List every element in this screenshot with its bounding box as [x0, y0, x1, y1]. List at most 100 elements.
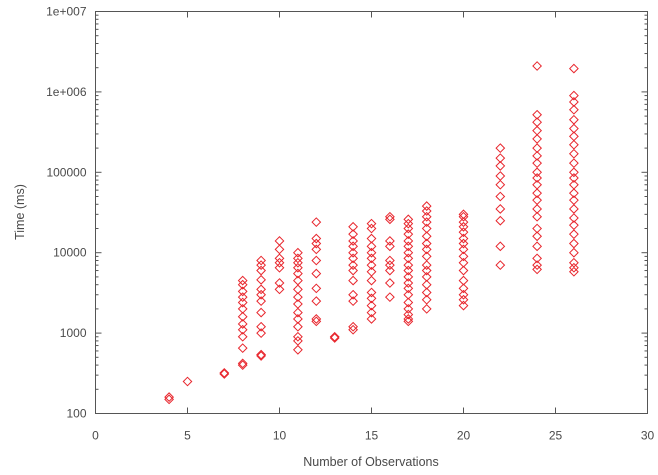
- y-tick-label: 10000: [53, 246, 87, 260]
- data-point: [311, 314, 322, 324]
- data-point: [568, 114, 579, 125]
- data-point: [532, 253, 543, 264]
- data-point: [495, 143, 506, 154]
- data-point: [403, 297, 414, 308]
- data-point: [495, 215, 506, 226]
- x-axis-label: Number of Observations: [303, 455, 438, 469]
- data-point: [458, 283, 469, 294]
- x-tick-label: 0: [92, 429, 99, 443]
- data-point: [532, 125, 543, 136]
- data-point: [568, 173, 579, 183]
- data-point: [421, 211, 432, 222]
- data-point: [403, 278, 414, 288]
- data-point: [532, 117, 543, 128]
- data-point: [532, 158, 543, 169]
- data-point: [292, 275, 303, 286]
- data-point: [568, 123, 579, 134]
- data-point: [532, 195, 543, 206]
- data-point: [311, 233, 322, 244]
- data-point: [329, 333, 340, 343]
- data-point: [219, 369, 230, 379]
- data-point: [348, 236, 359, 246]
- data-point: [532, 167, 543, 178]
- data-point: [237, 311, 248, 322]
- x-tick-label: 15: [365, 429, 379, 443]
- x-tick-label: 5: [184, 429, 191, 443]
- data-point: [532, 143, 543, 154]
- data-point: [366, 233, 377, 244]
- data-point: [366, 307, 377, 318]
- data-point: [348, 275, 359, 286]
- data-point: [384, 241, 395, 252]
- data-point: [237, 275, 248, 286]
- data-point: [274, 244, 285, 255]
- data-point: [421, 271, 432, 282]
- data-point: [274, 278, 285, 288]
- data-point: [311, 268, 322, 279]
- data-point: [366, 266, 377, 277]
- data-point: [256, 289, 267, 300]
- data-point: [421, 217, 432, 228]
- data-point: [348, 324, 359, 335]
- data-point: [568, 229, 579, 240]
- data-point: [421, 294, 432, 305]
- data-point: [256, 328, 267, 339]
- data-point: [384, 236, 395, 246]
- data-point: [311, 283, 322, 294]
- data-point: [532, 204, 543, 214]
- data-point: [403, 283, 414, 294]
- data-point: [311, 255, 322, 266]
- data-point: [421, 244, 432, 255]
- data-point: [421, 238, 432, 249]
- data-point: [256, 274, 267, 285]
- data-point: [348, 247, 359, 258]
- data-point: [458, 289, 469, 300]
- data-point: [348, 321, 359, 332]
- data-point: [532, 150, 543, 161]
- data-point: [366, 247, 377, 258]
- data-point: [366, 253, 377, 264]
- data-point: [403, 218, 414, 229]
- data-point: [237, 358, 248, 369]
- x-tick-label: 30: [641, 429, 655, 443]
- data-point: [256, 307, 267, 318]
- data-point: [532, 179, 543, 190]
- data-point: [532, 173, 543, 183]
- data-point: [237, 360, 248, 371]
- data-point: [532, 260, 543, 271]
- data-point: [532, 264, 543, 275]
- data-point: [458, 257, 469, 268]
- data-point: [366, 223, 377, 234]
- data-point: [532, 241, 543, 252]
- data-point: [311, 217, 322, 228]
- data-point: [311, 316, 322, 327]
- data-point: [421, 260, 432, 271]
- data-point: [403, 223, 414, 234]
- data-point: [458, 221, 469, 232]
- data-point: [568, 257, 579, 268]
- data-point: [219, 367, 230, 378]
- data-point: [421, 206, 432, 216]
- data-point: [256, 260, 267, 271]
- data-point: [421, 231, 432, 242]
- data-point: [532, 211, 543, 222]
- data-point: [311, 296, 322, 307]
- data-point: [311, 244, 322, 255]
- data-point: [568, 167, 579, 178]
- data-point: [568, 97, 579, 107]
- data-point: [403, 236, 414, 246]
- data-point: [568, 220, 579, 231]
- data-point: [403, 303, 414, 314]
- data-point: [421, 279, 432, 290]
- data-point: [348, 265, 359, 276]
- plot-frame: [95, 11, 648, 414]
- data-point: [568, 90, 579, 101]
- data-point: [421, 223, 432, 234]
- data-point: [403, 253, 414, 264]
- data-point: [237, 343, 248, 354]
- data-point: [292, 299, 303, 309]
- data-point: [348, 260, 359, 271]
- data-point: [311, 238, 322, 249]
- data-point: [274, 284, 285, 295]
- data-point: [274, 236, 285, 246]
